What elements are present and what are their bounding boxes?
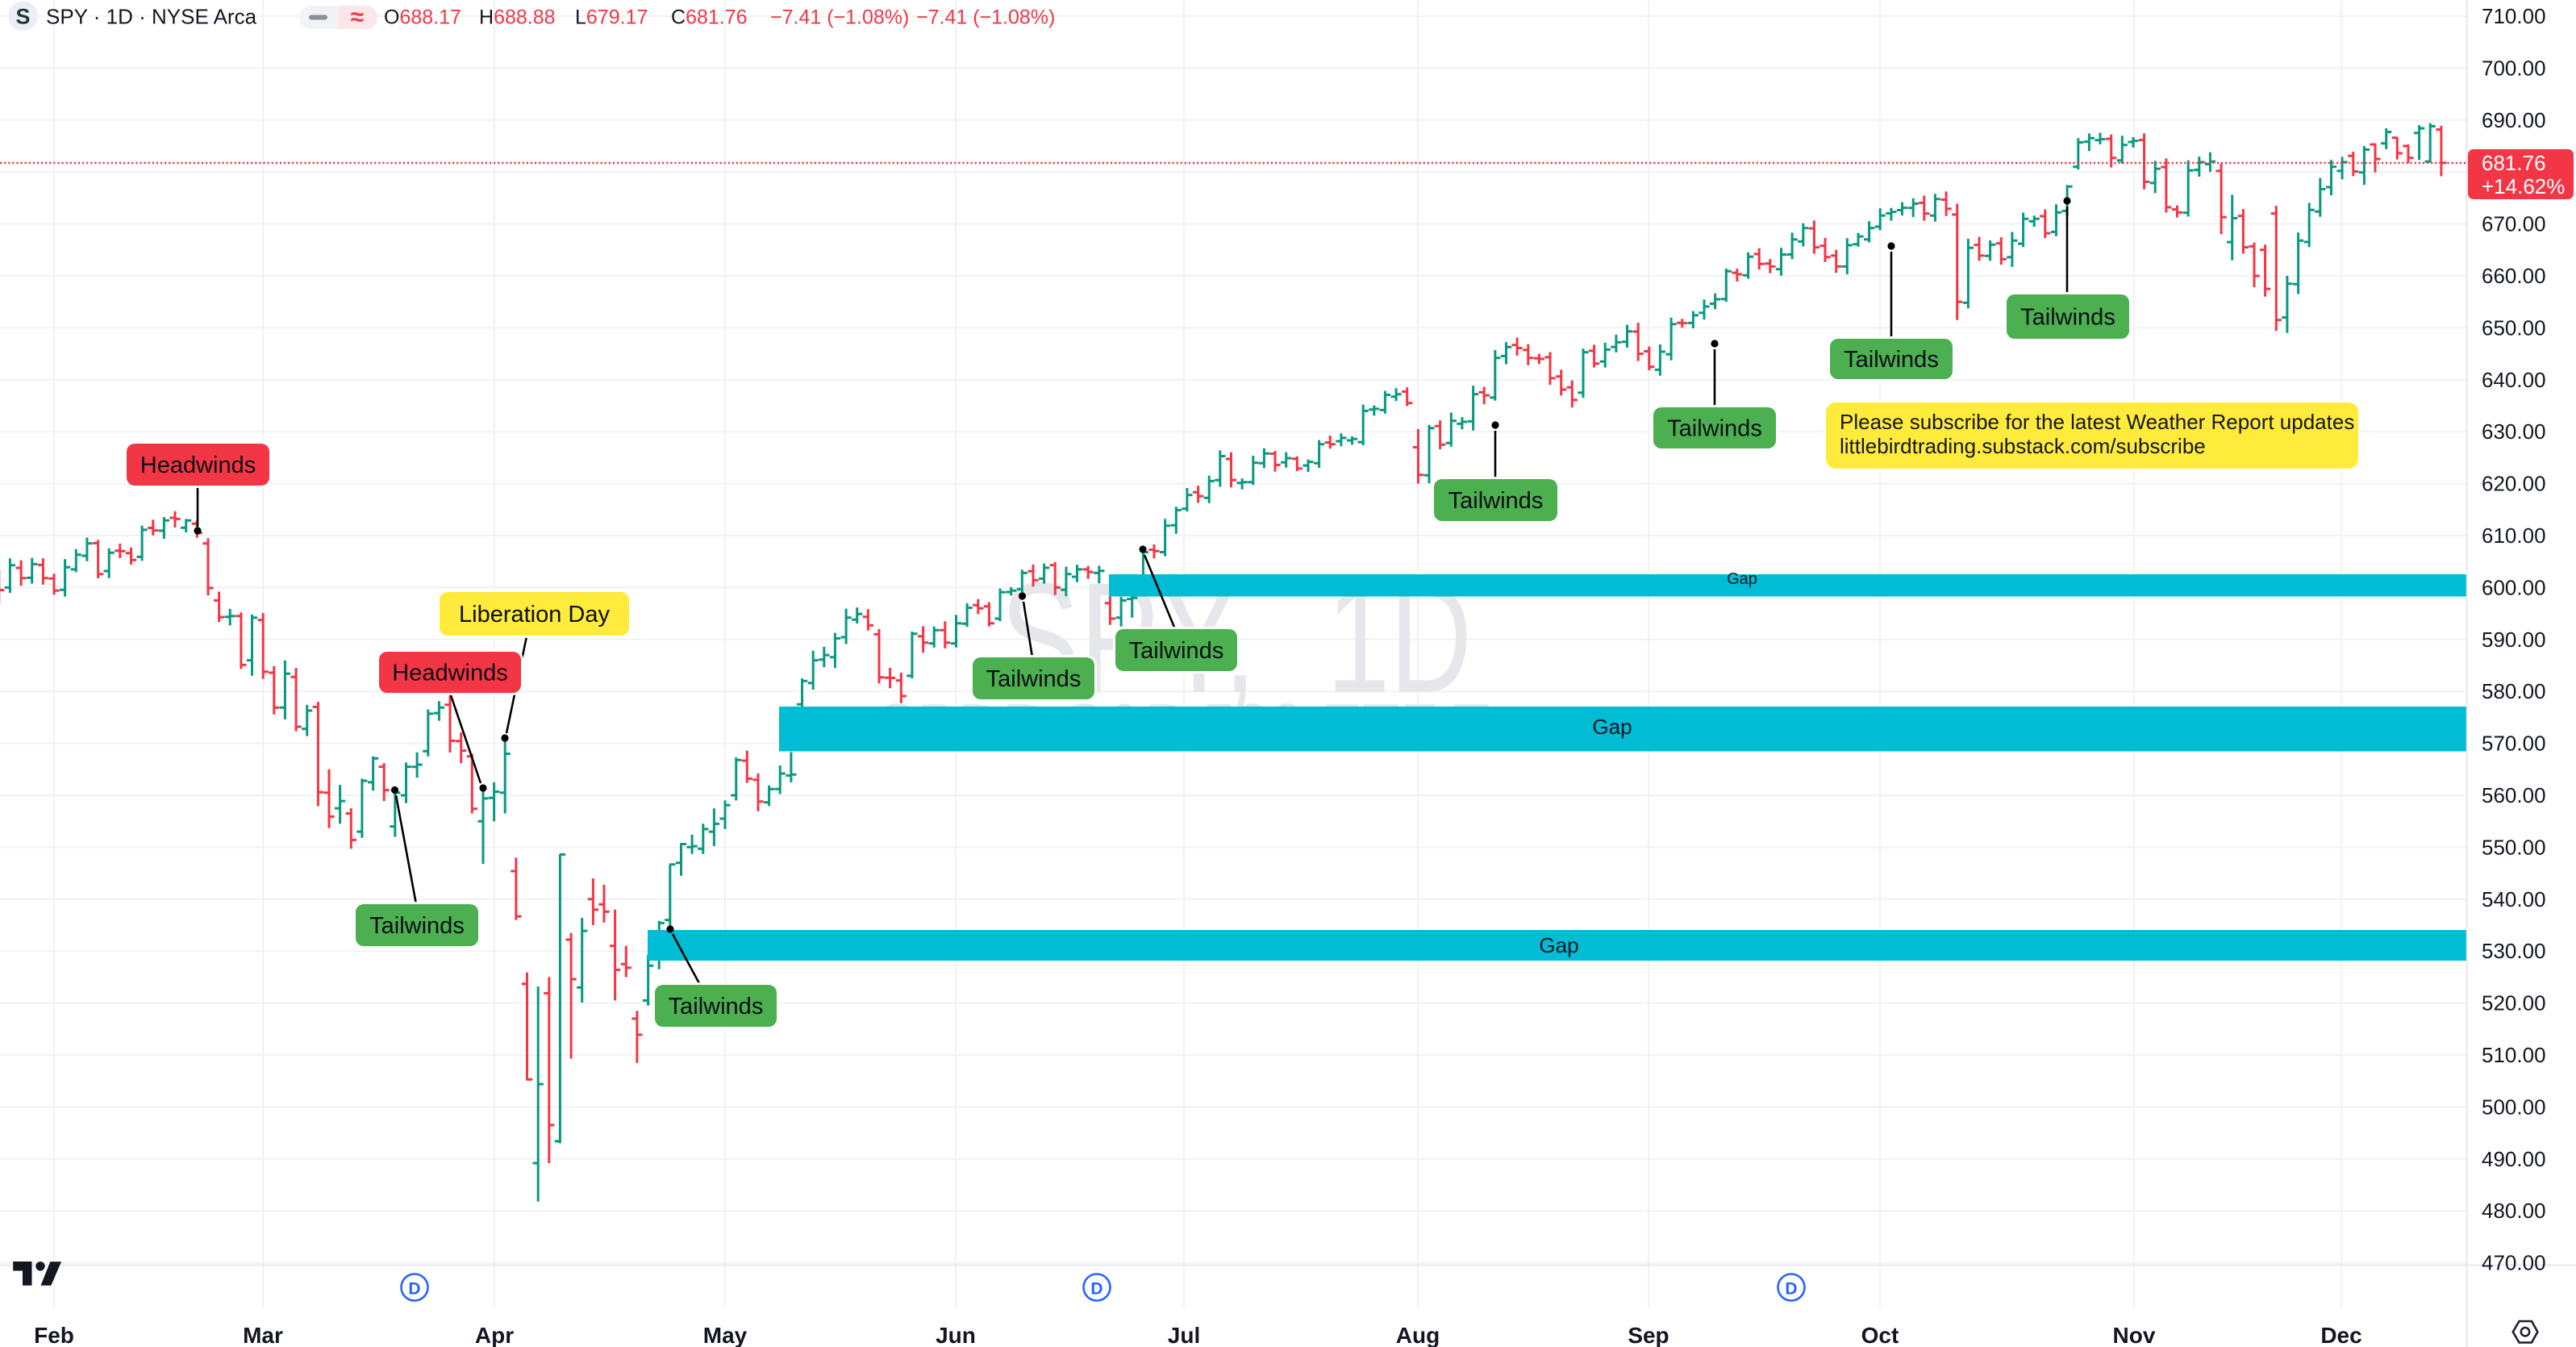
- svg-text:490.00: 490.00: [2482, 1147, 2546, 1171]
- svg-text:Tailwinds: Tailwinds: [2020, 305, 2115, 331]
- svg-text:Tailwinds: Tailwinds: [369, 913, 465, 939]
- svg-text:Jun: Jun: [936, 1323, 976, 1347]
- svg-text:Aug: Aug: [1396, 1323, 1440, 1347]
- svg-text:−7.41 (−1.08%): −7.41 (−1.08%): [916, 6, 1055, 29]
- svg-text:Feb: Feb: [34, 1323, 74, 1347]
- svg-text:500.00: 500.00: [2482, 1095, 2546, 1119]
- svg-text:Tailwinds: Tailwinds: [1844, 347, 1939, 373]
- svg-text:570.00: 570.00: [2482, 732, 2546, 756]
- svg-text:L679.17: L679.17: [575, 6, 648, 29]
- svg-text:Jul: Jul: [1168, 1323, 1200, 1347]
- svg-text:650.00: 650.00: [2482, 315, 2546, 340]
- svg-text:510.00: 510.00: [2482, 1043, 2546, 1067]
- svg-text:580.00: 580.00: [2482, 679, 2546, 703]
- svg-text:D: D: [408, 1280, 420, 1299]
- svg-text:littlebirdtrading.substack.com: littlebirdtrading.substack.com/subscribe: [1840, 434, 2206, 458]
- svg-text:≈: ≈: [351, 4, 364, 31]
- svg-text:550.00: 550.00: [2482, 835, 2546, 859]
- svg-text:Headwinds: Headwinds: [140, 452, 256, 478]
- svg-text:C681.76: C681.76: [671, 6, 748, 29]
- svg-text:560.00: 560.00: [2482, 783, 2546, 807]
- svg-text:630.00: 630.00: [2482, 419, 2546, 444]
- svg-text:D: D: [1785, 1280, 1797, 1299]
- svg-text:520.00: 520.00: [2482, 991, 2546, 1015]
- svg-text:H688.88: H688.88: [479, 6, 556, 29]
- svg-text:610.00: 610.00: [2482, 523, 2546, 548]
- svg-text:480.00: 480.00: [2482, 1199, 2546, 1223]
- svg-text:Tailwinds: Tailwinds: [1448, 488, 1544, 514]
- svg-text:−7.41 (−1.08%): −7.41 (−1.08%): [770, 6, 909, 29]
- svg-text:Tailwinds: Tailwinds: [1667, 416, 1762, 442]
- svg-text:D: D: [1090, 1280, 1103, 1299]
- svg-text:710.00: 710.00: [2482, 4, 2546, 28]
- svg-text:+14.62%: +14.62%: [2482, 174, 2565, 198]
- svg-text:530.00: 530.00: [2482, 939, 2546, 963]
- svg-text:590.00: 590.00: [2482, 628, 2546, 652]
- svg-text:690.00: 690.00: [2482, 108, 2546, 132]
- svg-text:Please subscribe for the lates: Please subscribe for the latest Weather …: [1840, 410, 2354, 434]
- svg-text:Headwinds: Headwinds: [392, 661, 507, 686]
- svg-text:Gap: Gap: [1592, 715, 1632, 739]
- svg-text:SPY · 1D · NYSE Arca: SPY · 1D · NYSE Arca: [46, 5, 257, 29]
- svg-text:540.00: 540.00: [2482, 887, 2546, 911]
- svg-text:660.00: 660.00: [2482, 264, 2546, 288]
- svg-text:Nov: Nov: [2113, 1323, 2156, 1347]
- svg-text:470.00: 470.00: [2482, 1251, 2546, 1275]
- svg-text:Oct: Oct: [1861, 1323, 1899, 1347]
- svg-text:Gap: Gap: [1539, 933, 1578, 957]
- svg-text:Mar: Mar: [243, 1323, 283, 1347]
- svg-text:Tailwinds: Tailwinds: [669, 994, 764, 1020]
- svg-text:Liberation Day: Liberation Day: [459, 602, 610, 628]
- svg-text:Tailwinds: Tailwinds: [1129, 638, 1224, 664]
- svg-text:620.00: 620.00: [2482, 472, 2546, 496]
- svg-text:May: May: [703, 1323, 748, 1347]
- svg-text:S: S: [15, 5, 30, 29]
- svg-text:700.00: 700.00: [2482, 56, 2546, 80]
- svg-text:Gap: Gap: [1727, 570, 1757, 588]
- svg-text:Apr: Apr: [475, 1323, 514, 1347]
- svg-text:681.76: 681.76: [2482, 151, 2546, 175]
- svg-text:Tailwinds: Tailwinds: [986, 666, 1082, 692]
- svg-text:Sep: Sep: [1628, 1323, 1669, 1347]
- svg-text:O688.17: O688.17: [384, 6, 461, 29]
- svg-text:Dec: Dec: [2320, 1323, 2361, 1347]
- svg-text:670.00: 670.00: [2482, 212, 2546, 236]
- svg-text:600.00: 600.00: [2482, 575, 2546, 599]
- svg-text:640.00: 640.00: [2482, 368, 2546, 392]
